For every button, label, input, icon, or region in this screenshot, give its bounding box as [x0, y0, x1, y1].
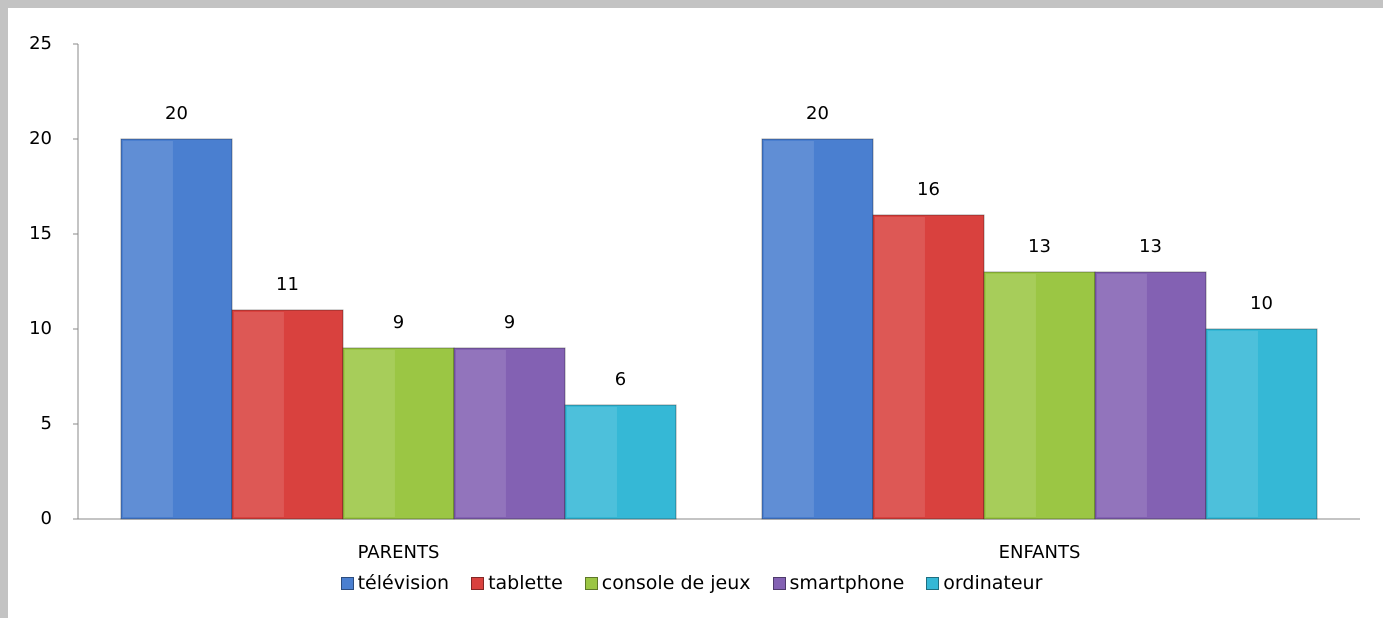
bar-shade: [456, 350, 506, 517]
bar: [983, 271, 1096, 520]
bar-shade: [1208, 331, 1258, 517]
legend-label: ordinateur: [943, 572, 1043, 594]
bar-shade: [123, 141, 173, 517]
data-label: 9: [393, 312, 404, 333]
y-tick-label: 15: [29, 223, 52, 244]
data-label: 20: [806, 103, 829, 124]
data-label: 13: [1028, 236, 1051, 257]
bar: [564, 404, 677, 520]
legend-swatch: [340, 576, 354, 590]
data-label: 16: [917, 179, 940, 200]
bar: [342, 347, 455, 520]
bar: [761, 138, 874, 520]
x-tick-label: ENFANTS: [999, 542, 1081, 563]
bar: [120, 138, 233, 520]
y-tick-label: 0: [41, 508, 52, 529]
data-label: 10: [1250, 293, 1273, 314]
legend-label: télévision: [357, 572, 450, 594]
legend-label: console de jeux: [601, 572, 751, 594]
y-tick-label: 10: [29, 318, 52, 339]
legend-swatch: [772, 576, 786, 590]
legend: télévision tablette console de jeux smartph…: [0, 572, 1383, 594]
bar-shade: [1097, 274, 1147, 517]
bar-shade: [986, 274, 1036, 517]
legend-item: console de jeux: [584, 572, 751, 594]
data-label: 20: [165, 103, 188, 124]
legend-swatch: [926, 576, 940, 590]
data-label: 11: [276, 274, 299, 295]
legend-swatch: [471, 576, 485, 590]
data-label: 6: [615, 369, 626, 390]
legend-item: télévision: [340, 572, 450, 594]
bar-shade: [234, 312, 284, 517]
data-label: 13: [1139, 236, 1162, 257]
legend-label: tablette: [488, 572, 563, 594]
legend-label: smartphone: [789, 572, 905, 594]
data-label: 9: [504, 312, 515, 333]
y-tick-label: 5: [41, 413, 52, 434]
bar-shade: [567, 407, 617, 517]
y-tick-label: 25: [29, 33, 52, 54]
bar-shade: [345, 350, 395, 517]
bar-shade: [875, 217, 925, 517]
bar-shade: [764, 141, 814, 517]
legend-item: tablette: [471, 572, 563, 594]
x-tick-label: PARENTS: [358, 542, 440, 563]
bar: [1205, 328, 1318, 520]
legend-item: ordinateur: [926, 572, 1042, 594]
legend-swatch: [584, 576, 598, 590]
bar: [872, 214, 985, 520]
y-tick-label: 20: [29, 128, 52, 149]
legend-item: smartphone: [772, 572, 905, 594]
bar: [231, 309, 344, 520]
bar: [453, 347, 566, 520]
